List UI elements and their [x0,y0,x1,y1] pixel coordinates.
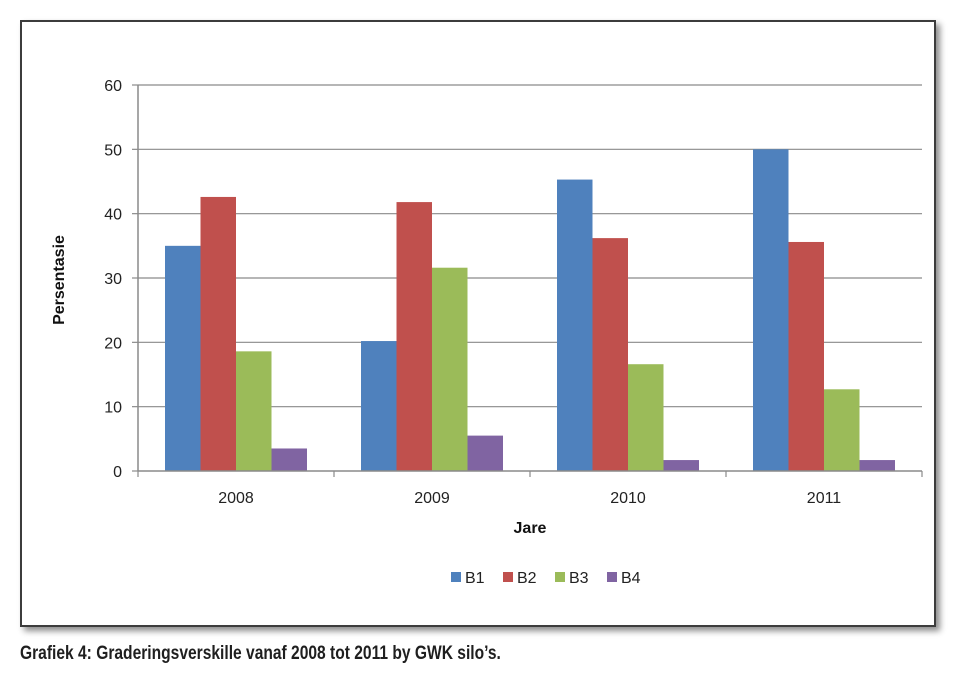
legend-swatch-b1 [451,572,461,582]
legend-label-b1: B1 [465,570,485,587]
bar-b3-2008 [236,351,272,471]
legend-swatch-b2 [503,572,513,582]
y-tick-label: 50 [104,142,122,159]
bar-b3-2009 [432,267,468,471]
bar-b2-2009 [396,202,432,471]
x-axis-ticks: 2008 2009 2010 2011 [137,471,923,507]
bar-b2-2011 [788,241,824,471]
legend-label-b4: B4 [621,570,641,587]
bar-b4-2010 [663,460,699,471]
bar-b3-2011 [824,389,860,471]
legend-label-b3: B3 [569,570,589,587]
legend-label-b2: B2 [517,570,537,587]
bar-b1-2009 [361,341,397,471]
legend-swatch-b4 [607,572,617,582]
x-axis-title: Jare [514,520,547,537]
x-tick-label: 2010 [610,490,646,507]
x-tick-label: 2011 [807,490,842,507]
bars [165,149,895,472]
x-tick-label: 2009 [414,490,450,507]
bar-b3-2010 [628,364,664,471]
bar-b4-2008 [271,448,307,471]
bar-b2-2010 [592,238,628,471]
y-tick-label: 0 [113,464,122,481]
bar-b1-2008 [165,245,201,471]
bar-b4-2011 [859,460,895,471]
figure-caption: Grafiek 4: Graderingsverskille vanaf 200… [20,643,501,664]
legend-swatch-b3 [555,572,565,582]
bar-b4-2009 [467,435,503,471]
bar-b1-2011 [753,149,789,472]
legend: B1 B2 B3 B4 [451,570,641,587]
x-tick-label: 2008 [218,490,254,507]
bar-b2-2008 [200,196,236,471]
y-axis-title: Persentasie [51,235,68,325]
y-tick-label: 10 [104,400,122,417]
y-tick-label: 60 [104,78,122,95]
bar-b1-2010 [557,179,593,471]
y-tick-label: 30 [104,271,122,288]
y-axis-ticks: 0 10 20 30 40 50 60 [104,78,138,481]
y-tick-label: 20 [104,335,122,352]
bar-chart: 0 10 20 30 40 50 60 2008 2009 2010 2011 Jare Pers… [51,78,923,587]
y-tick-label: 40 [104,207,122,224]
